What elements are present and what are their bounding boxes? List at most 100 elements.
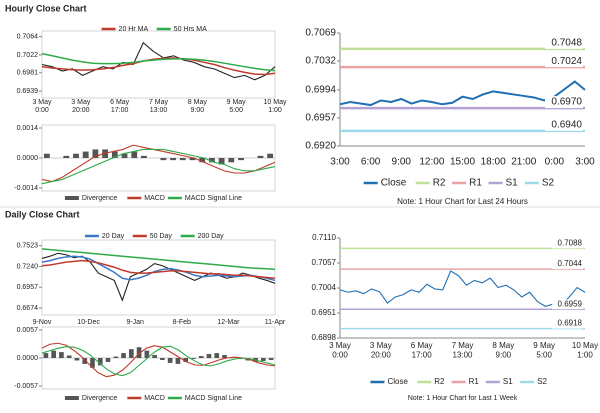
divergence-bar: [206, 354, 212, 358]
x-tick-label: 0:00: [545, 157, 565, 168]
legend-label: 50 Hrs MA: [174, 26, 207, 33]
y-tick-label: 0.7240: [17, 263, 39, 270]
x-tick-label: 20:00: [72, 107, 90, 114]
x-tick-label: 7 May: [149, 99, 169, 106]
divergence-bar: [74, 358, 80, 361]
x-tick-label: 12-Mar: [217, 319, 240, 326]
level-label: 0.7044: [558, 259, 583, 268]
divergence-bar: [90, 358, 95, 368]
legend-label: Close: [387, 377, 408, 386]
divergence-bar: [121, 353, 126, 358]
legend-label: Divergence: [82, 395, 118, 402]
y-tick-label: 0.7022: [17, 52, 39, 59]
divergence-bar: [82, 151, 89, 158]
legend-label: S1: [506, 178, 519, 189]
divergence-bar: [43, 353, 49, 358]
series-line: [339, 80, 586, 107]
level-label-bg: [545, 96, 583, 109]
x-tick-label: 9:00: [496, 351, 512, 360]
divergence-bar: [73, 153, 79, 158]
legend-label: MACD Signal Line: [185, 395, 242, 402]
divergence-bar: [218, 158, 225, 165]
divergence-bar: [238, 158, 244, 161]
x-tick-label: 1:00: [577, 351, 593, 360]
y-tick-label: 0.6957: [17, 284, 39, 291]
level-label-bg: [552, 318, 583, 329]
divergence-bar: [141, 155, 147, 158]
x-tick-label: 10 May: [264, 99, 287, 106]
x-tick-label: 8 May: [188, 99, 208, 106]
divergence-bar: [170, 158, 176, 161]
x-tick-label: 3:00: [575, 157, 595, 168]
x-tick-label: 20:00: [371, 351, 392, 360]
y-tick-label: 0.0000: [17, 355, 39, 362]
x-tick-label: 3 May: [370, 341, 392, 350]
x-tick-label: 0:00: [35, 107, 49, 114]
legend-label: R1: [469, 178, 482, 189]
divergence-bar: [199, 158, 206, 163]
legend-swatch: [64, 396, 79, 400]
legend-swatch: [64, 196, 79, 200]
legend-label: R2: [433, 178, 446, 189]
divergence-bar: [82, 358, 88, 364]
y-tick-label: 0.6898: [312, 333, 337, 342]
divergence-bar: [198, 356, 204, 358]
y-tick-label: 0.7110: [312, 233, 336, 242]
divergence-bar: [175, 358, 181, 364]
y-tick-label: 0.6994: [305, 85, 336, 96]
divergence-bar: [113, 356, 119, 358]
section-title: Hourly Close Chart: [5, 3, 87, 13]
x-tick-label: 9 May: [227, 99, 247, 106]
divergence-bar: [267, 153, 274, 158]
legend-label: 20 Day: [102, 233, 125, 240]
level-label: 0.6918: [558, 319, 583, 328]
divergence-bar: [51, 350, 56, 358]
divergence-bar: [183, 358, 189, 362]
x-tick-label: 6 May: [110, 99, 130, 106]
y-tick-label: -0.0014: [14, 185, 38, 192]
divergence-bar: [214, 353, 220, 358]
x-tick-label: 9-Nov: [33, 319, 52, 326]
y-tick-label: 0.7004: [312, 283, 337, 292]
chart-note: Note: 1 Hour Chart for Last 1 Week: [408, 395, 518, 402]
y-tick-label: 0.0057: [17, 327, 39, 334]
divergence-bar: [261, 358, 266, 361]
series-line: [41, 342, 276, 378]
x-tick-label: 9-Jan: [126, 319, 144, 326]
divergence-bar: [105, 358, 111, 362]
legend-label: 20 Hr MA: [119, 26, 149, 33]
level-label: 0.7048: [551, 38, 582, 49]
divergence-bar: [152, 355, 157, 358]
divergence-bar: [111, 151, 118, 158]
x-tick-label: 17:00: [111, 107, 129, 114]
x-tick-label: 6:00: [361, 157, 381, 168]
x-tick-label: 9 May: [533, 341, 555, 350]
y-tick-label: 0.7032: [305, 56, 336, 67]
series-line: [41, 57, 276, 76]
divergence-bar: [97, 358, 103, 366]
legend-label: S1: [503, 377, 513, 386]
chart-note: Note: 1 Hour Chart for Last 24 Hours: [397, 197, 528, 206]
level-label-bg: [545, 55, 583, 68]
divergence-bar: [179, 158, 186, 161]
divergence-bar: [257, 155, 264, 158]
level-label-bg: [545, 36, 583, 49]
x-tick-label: 21:00: [511, 157, 536, 168]
series-line: [41, 144, 276, 183]
x-tick-label: 8-Feb: [173, 319, 191, 326]
divergence-bar: [222, 355, 227, 358]
x-tick-label: 1:00: [268, 107, 282, 114]
y-tick-label: -0.0057: [14, 383, 38, 390]
y-tick-label: 0.7064: [17, 33, 39, 40]
legend-label: Divergence: [82, 195, 118, 202]
series-line: [41, 255, 276, 282]
y-tick-label: 0.6981: [17, 70, 39, 77]
divergence-bar: [228, 158, 235, 163]
legend-label: MACD Signal Line: [185, 195, 242, 202]
x-tick-label: 17:00: [412, 351, 433, 360]
legend-label: Close: [381, 178, 407, 189]
divergence-bar: [189, 158, 196, 161]
legend-label: MACD: [144, 395, 165, 402]
x-tick-label: 9:00: [392, 157, 412, 168]
